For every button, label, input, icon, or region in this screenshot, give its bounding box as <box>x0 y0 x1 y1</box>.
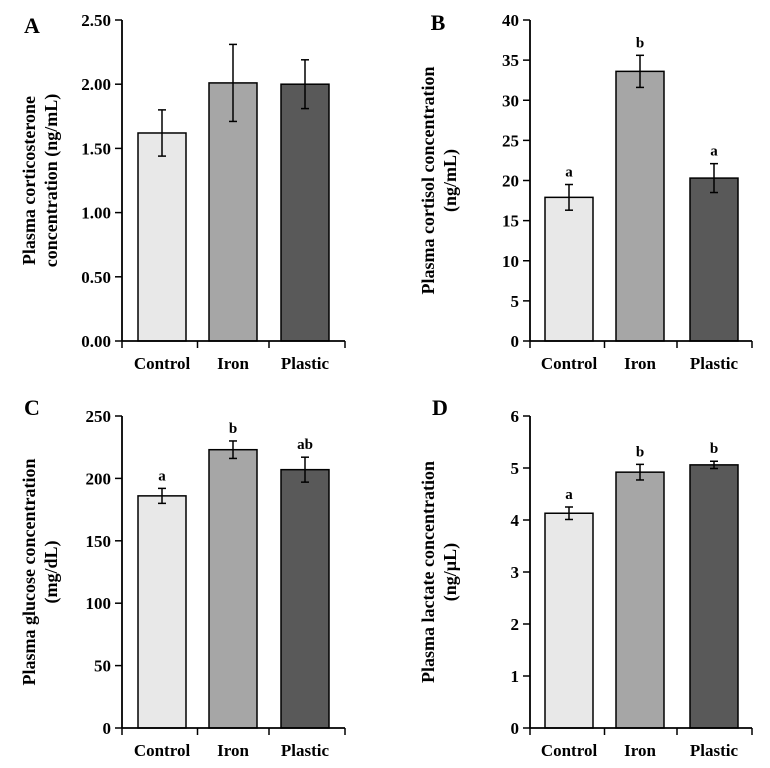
bar-plastic <box>689 464 739 729</box>
panel-d: D Plasma lactate concentration (ng/µL) a b b 0… <box>418 395 753 760</box>
y-tick-label: 1.00 <box>81 204 111 223</box>
y-axis-title-line-2: (ng/µL) <box>440 543 461 601</box>
x-tick-label-iron: Iron <box>624 354 656 373</box>
y-tick-label: 2.00 <box>81 75 111 94</box>
y-tick-label: 0.50 <box>81 268 111 287</box>
bar-iron <box>615 70 665 342</box>
bar-plastic <box>689 177 739 342</box>
error-bar-control <box>565 506 573 521</box>
significance-label-plastic: ab <box>297 437 313 453</box>
y-tick-label: 2.50 <box>81 11 111 30</box>
significance-label-control: a <box>565 487 573 503</box>
error-bar-iron <box>229 440 237 460</box>
y-tick-label: 100 <box>86 594 112 613</box>
panel-a: A Plasma corticosterone concentration (ng/… <box>19 11 346 373</box>
y-tick-label: 5 <box>511 292 520 311</box>
y-tick-label: 30 <box>502 91 519 110</box>
x-tick-label-control: Control <box>541 354 598 373</box>
y-tick-label: 1.50 <box>81 139 111 158</box>
y-tick-label: 250 <box>86 407 112 426</box>
significance-label-iron: b <box>636 444 644 460</box>
x-tick-label-plastic: Plastic <box>690 354 739 373</box>
error-bar-iron <box>229 43 237 123</box>
bar-plastic <box>280 83 330 342</box>
y-tick-label: 150 <box>86 532 112 551</box>
error-bar-control <box>158 487 166 505</box>
error-bar-control <box>158 109 166 157</box>
y-tick-label: 5 <box>511 459 520 478</box>
significance-label-plastic: a <box>710 144 718 160</box>
y-tick-label: 3 <box>511 563 520 582</box>
bar-control <box>544 512 594 729</box>
y-axis-title-line-2: (ng/mL) <box>440 149 461 212</box>
y-tick-label: 4 <box>511 511 520 530</box>
x-tick-label-iron: Iron <box>217 741 249 760</box>
x-tick-label-control: Control <box>541 741 598 760</box>
bar-iron <box>208 448 258 729</box>
bar-control <box>137 132 187 342</box>
y-tick-label: 0.00 <box>81 332 111 351</box>
panel-label-d: D <box>432 395 448 420</box>
x-tick-label-plastic: Plastic <box>281 354 330 373</box>
panel-label-b: B <box>431 10 446 35</box>
error-bar-plastic <box>301 59 309 110</box>
x-tick-label-control: Control <box>134 354 191 373</box>
error-bar-plastic <box>710 460 718 470</box>
significance-label-iron: b <box>636 35 644 51</box>
y-tick-label: 0 <box>103 719 112 738</box>
panel-label-a: A <box>24 13 40 38</box>
y-tick-label: 6 <box>511 407 520 426</box>
y-tick-label: 200 <box>86 469 112 488</box>
panel-label-c: C <box>24 395 40 420</box>
y-tick-label: 25 <box>502 131 519 150</box>
significance-label-iron: b <box>229 421 237 437</box>
y-tick-label: 50 <box>94 657 111 676</box>
bar-iron <box>208 82 258 342</box>
bar-iron <box>615 471 665 729</box>
y-tick-label: 35 <box>502 51 519 70</box>
y-axis-title-line-2: concentration (ng/mL) <box>41 94 62 267</box>
y-tick-label: 10 <box>502 252 519 271</box>
x-tick-label-iron: Iron <box>217 354 249 373</box>
x-tick-label-plastic: Plastic <box>690 741 739 760</box>
x-tick-label-iron: Iron <box>624 741 656 760</box>
x-tick-label-control: Control <box>134 741 191 760</box>
y-axis-title-line-2: (mg/dL) <box>41 540 62 603</box>
error-bar-iron <box>636 463 644 481</box>
y-axis-title-line-1: Plasma corticosterone <box>19 96 39 265</box>
y-tick-label: 0 <box>511 332 520 351</box>
y-tick-label: 2 <box>511 615 520 634</box>
y-tick-label: 15 <box>502 212 519 231</box>
error-bar-control <box>565 183 573 211</box>
significance-label-plastic: b <box>710 441 718 457</box>
error-bar-plastic <box>710 162 718 194</box>
bar-control <box>544 196 594 342</box>
y-tick-label: 20 <box>502 172 519 191</box>
x-tick-label-plastic: Plastic <box>281 741 330 760</box>
y-tick-label: 40 <box>502 11 519 30</box>
significance-label-control: a <box>565 165 573 181</box>
y-axis-title-line-1: Plasma glucose concentration <box>19 459 39 686</box>
y-axis-title-line-1: Plasma lactate concentration <box>418 461 438 683</box>
y-tick-label: 1 <box>511 667 520 686</box>
bar-plastic <box>280 468 330 729</box>
y-tick-label: 0 <box>511 719 520 738</box>
bar-control <box>137 495 187 729</box>
error-bar-plastic <box>301 456 309 483</box>
y-axis-title-line-1: Plasma cortisol concentration <box>418 67 438 295</box>
error-bar-iron <box>636 54 644 89</box>
significance-label-control: a <box>158 468 166 484</box>
panel-b: B Plasma cortisol concentration (ng/mL) a b a… <box>418 10 753 373</box>
